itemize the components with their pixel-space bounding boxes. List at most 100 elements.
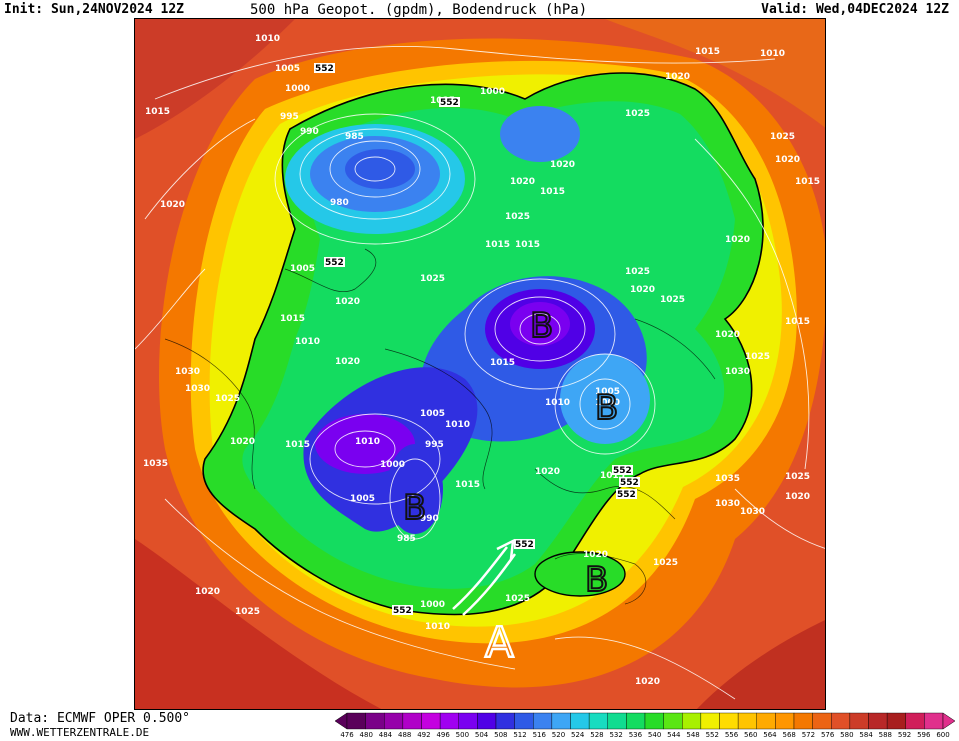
colorbar-tick-label: 564 [763, 731, 777, 739]
isobar-label: 1030 [740, 507, 765, 517]
contour-label-552: 552 [440, 98, 459, 108]
isobar-label: 1005 [595, 387, 620, 397]
colorbar-swatch [700, 712, 720, 730]
colorbar-swatch [644, 712, 664, 730]
low-marker: B [595, 388, 618, 428]
isobar-label: 1020 [510, 177, 535, 187]
isobar-label: 1020 [160, 200, 185, 210]
colorbar-arrow-right [942, 712, 955, 730]
isobar-label: 1025 [785, 472, 810, 482]
colorbar-tick-label: 500 [455, 731, 470, 739]
isobar-label: 1025 [235, 607, 260, 617]
low-scandinavia-cyan [560, 354, 650, 444]
contour-label-bg [324, 257, 345, 267]
colorbar-tick-label: 600 [936, 731, 950, 739]
colorbar-tick-label: 480 [359, 731, 373, 739]
colorbar-swatch [365, 712, 385, 730]
isobar-label: 1025 [745, 352, 770, 362]
isobar-label: 1015 [280, 314, 305, 324]
isobar-label: 1025 [770, 132, 795, 142]
isobar-label: 1020 [335, 297, 360, 307]
isobar-label: 1025 [625, 267, 650, 277]
warm-corner-nw [135, 19, 295, 139]
low-marker: B [585, 560, 608, 600]
warm-band-ne [605, 19, 825, 128]
colorbar-tick-label: 484 [378, 731, 393, 739]
colorbar-tick-label: 568 [782, 731, 796, 739]
colorbar-swatch [421, 712, 441, 730]
isobar-label: 990 [300, 127, 319, 137]
colorbar-swatch [682, 712, 702, 730]
contour-label-bg [612, 465, 633, 475]
colorbar-tick-label: 524 [571, 731, 585, 739]
isobar-label: 1000 [420, 600, 445, 610]
contour-label-bg [514, 539, 535, 549]
warm-corner-sw [135, 539, 382, 709]
contour-label-bg [616, 489, 637, 499]
isobar-label: 995 [425, 440, 444, 450]
low-marker: B [403, 488, 426, 528]
colorbar-swatch [626, 712, 646, 730]
contour-label-bg [619, 477, 640, 487]
isobar-label: 1015 [695, 47, 720, 57]
data-source: Data: ECMWF OPER 0.500° [10, 711, 191, 726]
colorbar-swatch [849, 712, 869, 730]
colorbar-tick-label: 540 [647, 731, 662, 739]
colorbar-swatch [346, 712, 366, 730]
isobar-label: 1015 [795, 177, 820, 187]
forecast-map: 1010100510009959909859801015102010151000… [134, 18, 826, 710]
source-url[interactable]: WWW.WETTERZENTRALE.DE [10, 726, 150, 739]
isobar-label: 1015 [485, 240, 510, 250]
isobar-label: 1015 [285, 440, 310, 450]
isobar-label: 1010 [425, 622, 450, 632]
isobar-label: 1020 [775, 155, 800, 165]
colorbar-tick-label: 492 [417, 731, 431, 739]
isobar-label: 1010 [255, 34, 280, 44]
colorbar: 476 480 484 488 492 496 500 504 508 512 516 520 524 5… [335, 712, 955, 740]
colorbar-swatch [905, 712, 925, 730]
colorbar-swatch [775, 712, 795, 730]
low-arctic-core [345, 149, 415, 189]
colorbar-tick-label: 520 [551, 731, 566, 739]
colorbar-tick-label: 488 [397, 731, 412, 739]
isobar-label: 1015 [540, 187, 565, 197]
isobar-label: 1005 [275, 64, 300, 74]
contour-label-552: 552 [620, 478, 639, 488]
colorbar-swatch [793, 712, 813, 730]
contour-label-552: 552 [617, 490, 636, 500]
colorbar-swatch [533, 712, 553, 730]
isobar-label: 1005 [290, 264, 315, 274]
isobar-label: 1015 [785, 317, 810, 327]
colorbar-swatch [551, 712, 571, 730]
isobar-label: 1020 [335, 357, 360, 367]
isobar-label: 985 [345, 132, 364, 142]
colorbar-swatch [477, 712, 497, 730]
colorbar-swatch [737, 712, 757, 730]
isobar-label: 1025 [505, 594, 530, 604]
colorbar-swatch [570, 712, 590, 730]
isobar-label: 1020 [785, 492, 810, 502]
isobar-label: 1020 [195, 587, 220, 597]
isobar-label: 995 [280, 112, 299, 122]
isobar-label: 1015 [455, 480, 480, 490]
colorbar-swatch [831, 712, 851, 730]
colorbar-tick-label: 556 [724, 731, 739, 739]
isobar-label: 1020 [725, 235, 750, 245]
colorbar-tick-label: 536 [628, 731, 643, 739]
contour-label-552: 552 [325, 258, 344, 268]
valid-time: Valid: Wed,04DEC2024 12Z [761, 2, 949, 17]
isobar-label: 1030 [725, 367, 750, 377]
init-time: Init: Sun,24NOV2024 12Z [4, 2, 185, 17]
isobar-label: 1015 [145, 107, 170, 117]
isobar-label: 1000 [595, 398, 620, 408]
contour-label-552: 552 [315, 64, 334, 74]
colorbar-swatch [719, 712, 739, 730]
isobar-label: 1010 [760, 49, 785, 59]
isobar-label: 980 [330, 198, 349, 208]
colorbar-tick-label: 528 [590, 731, 604, 739]
isobar-label: 1020 [535, 467, 560, 477]
colorbar-tick-label: 572 [801, 731, 816, 739]
isobar-label: 1030 [185, 384, 210, 394]
isobar-label: 990 [420, 514, 439, 524]
colorbar-tick-label: 504 [474, 731, 489, 739]
